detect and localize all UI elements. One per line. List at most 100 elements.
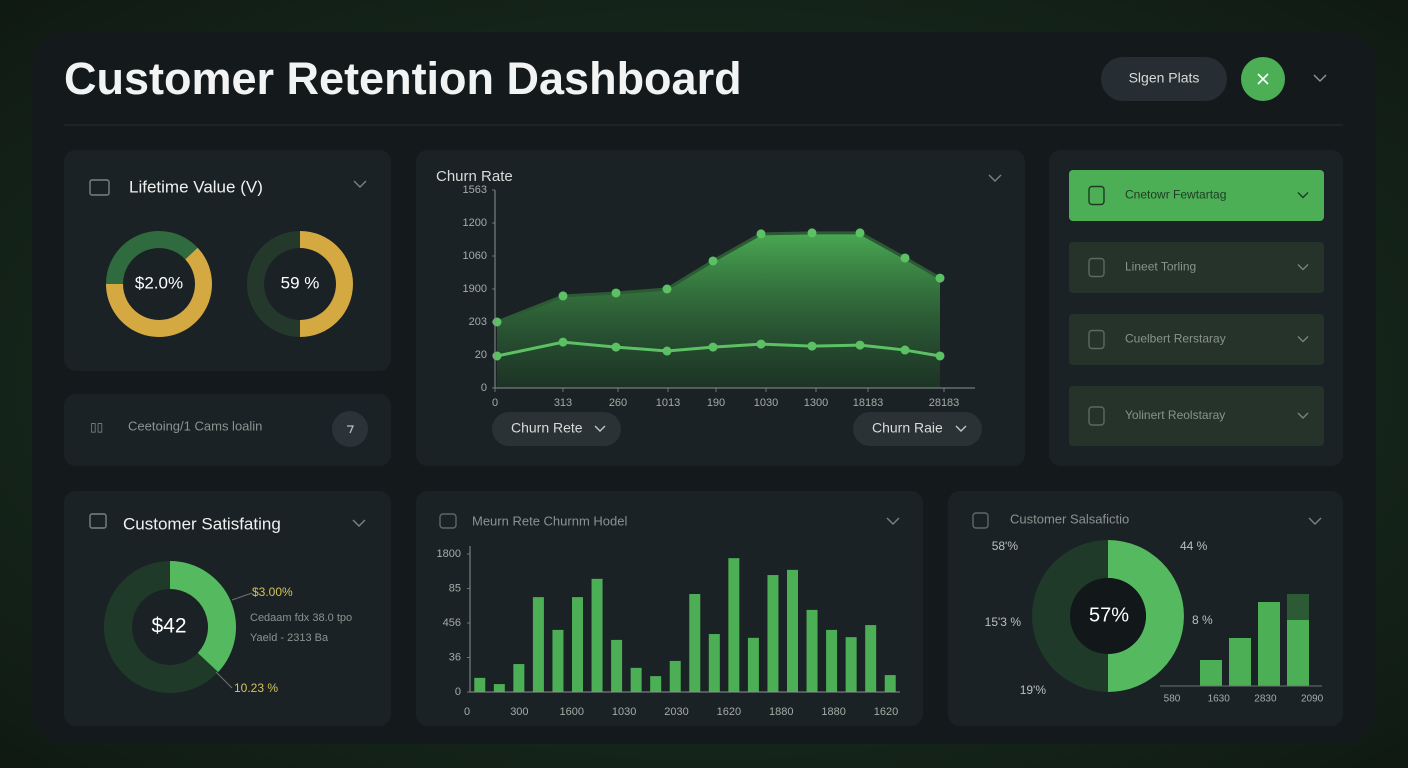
x-tick-label: 313 — [554, 397, 572, 409]
bar — [669, 660, 681, 692]
menu-chevron — [1297, 412, 1309, 419]
dropdown-label[interactable]: Churn Raie — [872, 420, 943, 436]
x-tick-label: 2090 — [1301, 694, 1324, 705]
menu-item[interactable] — [1069, 242, 1324, 293]
bar — [708, 634, 720, 692]
dashboard-title: Customer Retention Dashboard — [64, 53, 742, 104]
panel-chevron[interactable] — [1308, 517, 1322, 525]
menu-item[interactable] — [1069, 386, 1324, 446]
menu-chevron — [1297, 264, 1309, 271]
point — [900, 345, 910, 355]
donut-hole — [1070, 578, 1146, 654]
x-tick-label: 190 — [707, 397, 725, 409]
bar — [767, 575, 779, 692]
point — [708, 256, 718, 266]
panel-chevron[interactable] — [886, 517, 900, 525]
point — [756, 339, 766, 349]
donut-label: 59 % — [281, 273, 320, 292]
donut-segment — [246, 231, 300, 337]
close-icon — [1257, 73, 1269, 85]
point — [662, 284, 672, 294]
x-tick-label: 1880 — [821, 706, 845, 718]
x-tick-label: 1030 — [754, 397, 778, 409]
menu-label[interactable]: Cuelbert Rerstaray — [1125, 332, 1226, 346]
point — [611, 288, 621, 298]
x-tick-label: 0 — [464, 706, 470, 718]
panel-chevron[interactable] — [988, 174, 1002, 182]
campaign-button[interactable] — [332, 411, 368, 447]
point — [935, 351, 945, 361]
doc-icon — [439, 513, 457, 529]
header-chevron[interactable] — [1313, 74, 1327, 83]
donut-segment — [106, 247, 212, 337]
x-tick-label: 1880 — [769, 706, 793, 718]
menu-label[interactable]: Lineet Torling — [1125, 260, 1196, 274]
point — [935, 273, 945, 283]
menu-icon — [1088, 406, 1105, 426]
x-tick-label: 260 — [609, 397, 627, 409]
point — [492, 351, 502, 361]
panel-title: Meurn Rete Churnm Hodel — [472, 513, 627, 528]
x-tick-label: 28183 — [929, 397, 960, 409]
campaign-icon: ▯▯ — [90, 420, 103, 434]
x-tick-label: 1620 — [874, 706, 898, 718]
annotation: Yaeld - 2313 Ba — [250, 632, 329, 644]
point — [900, 253, 910, 263]
bar-segment — [1229, 638, 1251, 686]
bar-segment — [1258, 602, 1280, 686]
annotation: Cedaam fdx 38.0 tpo — [250, 612, 352, 624]
leader-line — [215, 671, 233, 689]
bar — [552, 629, 564, 692]
bar — [611, 639, 623, 692]
x-tick-label: 2030 — [664, 706, 688, 718]
bar — [591, 578, 603, 692]
donut-annotation: 19'% — [1020, 683, 1047, 697]
menu-label[interactable]: Yolinert Reolstaray — [1125, 408, 1225, 422]
point — [558, 291, 568, 301]
panel-title: Customer Satisfating — [123, 514, 281, 533]
plans-button-label[interactable]: Slgen Plats — [1129, 70, 1200, 86]
menu-icon — [1088, 329, 1105, 350]
line — [496, 340, 941, 358]
menu-item[interactable] — [1069, 170, 1324, 221]
bar — [630, 667, 642, 692]
donut-annotation: 44 % — [1180, 539, 1208, 553]
bar-segment — [1287, 620, 1309, 686]
campaign-button-icon — [347, 425, 354, 434]
y-tick-label: 1900 — [463, 283, 487, 295]
panel-chevron[interactable] — [352, 519, 366, 527]
menu-chevron — [1297, 192, 1309, 199]
donut-segment — [300, 231, 354, 337]
dropdown-label[interactable]: Churn Rete — [511, 420, 583, 436]
point — [807, 341, 817, 351]
menu-icon — [1088, 257, 1105, 278]
donut-segment — [104, 561, 219, 693]
point — [558, 337, 568, 347]
x-tick-label: 0 — [492, 397, 498, 409]
x-tick-label: 1620 — [717, 706, 741, 718]
plans-button[interactable] — [1101, 57, 1227, 101]
bar-segment — [1200, 660, 1222, 686]
menu-label[interactable]: Cnetowr Fewtartag — [1125, 188, 1226, 202]
area — [497, 232, 940, 388]
menu-item[interactable] — [1069, 314, 1324, 365]
panel-title: Churn Rate — [436, 168, 513, 185]
point — [855, 228, 865, 238]
annotation: $3.00% — [252, 585, 293, 599]
y-tick-label: 0 — [481, 382, 487, 394]
panel-chevron[interactable] — [353, 180, 367, 188]
y-tick-label: 20 — [475, 349, 487, 361]
x-tick-label: 1030 — [612, 706, 636, 718]
bar-segment — [1287, 594, 1309, 620]
dropdown[interactable] — [853, 412, 982, 446]
donut-annotation: 8 % — [1192, 613, 1213, 627]
bar — [747, 637, 759, 692]
donut-label: $42 — [151, 615, 186, 638]
dropdown[interactable] — [492, 412, 621, 446]
y-tick-label: 1563 — [463, 184, 487, 196]
y-tick-label: 1060 — [463, 250, 487, 262]
x-tick-label: 2830 — [1254, 694, 1277, 705]
bar — [689, 594, 701, 692]
